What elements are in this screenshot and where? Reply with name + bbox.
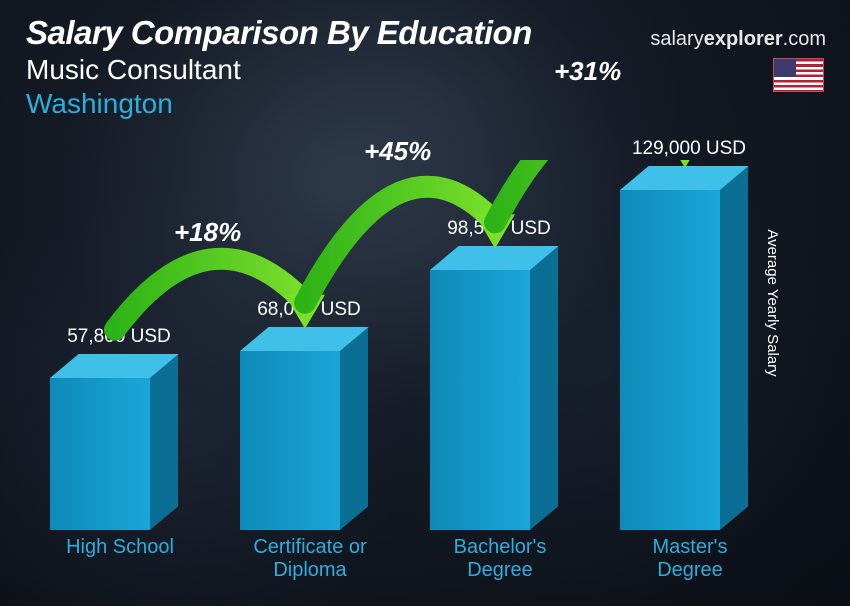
bar-face-front xyxy=(50,378,150,530)
bar-face-front xyxy=(240,351,340,530)
bar-face-side xyxy=(720,167,748,530)
bar-chart: 57,800 USDHigh School 68,000 USDCertifica… xyxy=(40,160,790,578)
bar-value: 98,500 USD xyxy=(430,218,568,240)
bar-label: Certificate orDiploma xyxy=(220,536,400,582)
bar-value: 57,800 USD xyxy=(50,326,188,348)
site-suffix: .com xyxy=(783,28,826,50)
bar-label: Master'sDegree xyxy=(600,536,780,582)
bar-value: 68,000 USD xyxy=(240,299,378,321)
bar-face-front xyxy=(620,190,720,530)
bar: 57,800 USDHigh School xyxy=(50,378,188,530)
chart-location: Washington xyxy=(26,88,830,120)
site-brand: salaryexplorer.com xyxy=(650,28,826,51)
bar-face-side xyxy=(340,327,368,530)
site-prefix: salary xyxy=(650,28,703,50)
bar-label: Bachelor'sDegree xyxy=(410,536,590,582)
bar-face-front xyxy=(430,270,530,530)
increase-label: +18% xyxy=(174,217,241,248)
us-flag-icon xyxy=(773,58,824,92)
bar: 68,000 USDCertificate orDiploma xyxy=(240,351,378,530)
bar: 129,000 USDMaster'sDegree xyxy=(620,190,758,530)
bar: 98,500 USDBachelor'sDegree xyxy=(430,270,568,530)
bar-face-side xyxy=(530,247,558,530)
bar-value: 129,000 USD xyxy=(620,138,758,160)
bar-face-side xyxy=(150,354,178,530)
bar-label: High School xyxy=(30,536,210,559)
site-bold: explorer xyxy=(704,28,783,50)
chart-subtitle: Music Consultant xyxy=(26,54,830,86)
